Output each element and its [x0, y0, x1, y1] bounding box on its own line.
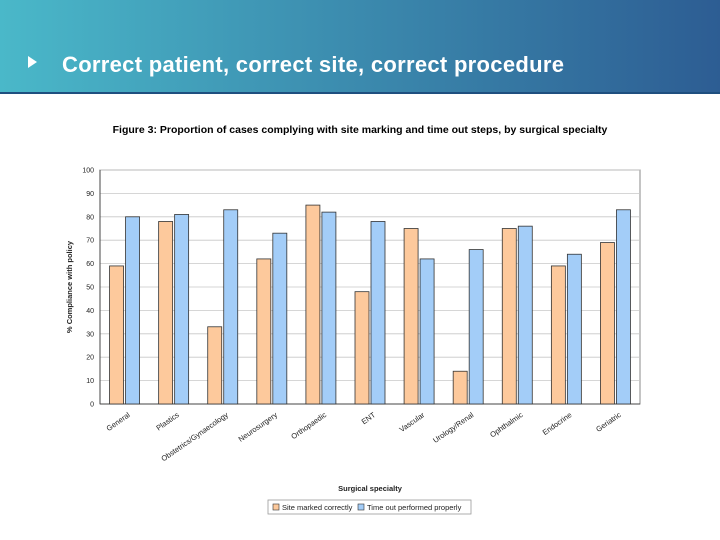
legend-box	[267, 499, 472, 515]
bar-site-marked-obstetrics-gynaecology	[207, 326, 223, 405]
legend-label: Site marked correctly	[282, 503, 353, 512]
y-tick-label: 80	[86, 214, 94, 221]
bar-time-out-plastics	[174, 214, 190, 405]
x-category-label: Plastics	[154, 410, 181, 432]
y-tick-label: 0	[90, 402, 94, 409]
y-tick-label: 90	[86, 191, 94, 198]
y-tick-label: 10	[86, 378, 94, 385]
y-tick-label: 70	[86, 238, 94, 245]
bar-site-marked-urology-renal	[452, 370, 468, 405]
x-category-label: Ophthalmic	[488, 410, 524, 439]
y-tick-label: 20	[86, 355, 94, 362]
x-category-label: Geriatric	[594, 410, 623, 434]
bar-site-marked-orthopaedic	[305, 204, 321, 405]
legend: Site marked correctly Time out performed …	[267, 499, 472, 515]
x-category-label: Urology/Renal	[431, 410, 475, 445]
bar-time-out-vascular	[419, 258, 435, 405]
y-tick-label: 30	[86, 331, 94, 338]
slide-header: Correct patient, correct site, correct p…	[0, 0, 720, 94]
bar-site-marked-vascular	[403, 228, 419, 405]
y-axis-title: % Compliance with policy	[65, 240, 74, 333]
bar-site-marked-plastics	[158, 221, 174, 405]
figure-caption: Figure 3: Proportion of cases complying …	[112, 124, 608, 136]
bar-site-marked-endocrine	[550, 265, 566, 405]
y-tick-label: 40	[86, 308, 94, 315]
x-category-label: Orthopaedic	[289, 410, 328, 441]
x-category-label: Endocrine	[541, 410, 574, 437]
bar-time-out-orthopaedic	[321, 211, 337, 405]
x-category-label: ENT	[360, 410, 378, 426]
bar-time-out-ent	[370, 221, 386, 405]
slide-title: Correct patient, correct site, correct p…	[62, 52, 565, 77]
x-category-label: General	[105, 410, 132, 433]
legend-swatch	[357, 503, 365, 511]
x-axis-title: Surgical specialty	[338, 484, 403, 493]
legend-swatch	[272, 503, 280, 511]
bar-site-marked-ophthalmic	[501, 228, 517, 405]
bar-site-marked-geriatric	[600, 242, 615, 405]
x-category-label: Neurosurgery	[237, 410, 280, 444]
bar-time-out-ophthalmic	[517, 225, 533, 405]
triangle-bullet-icon	[28, 56, 37, 68]
y-tick-label: 60	[86, 261, 94, 268]
y-tick-label: 100	[82, 168, 94, 175]
bar-site-marked-general	[109, 265, 124, 405]
bar-time-out-neurosurgery	[272, 232, 288, 405]
bar-time-out-endocrine	[566, 253, 582, 405]
bar-site-marked-ent	[354, 291, 370, 405]
bar-site-marked-neurosurgery	[256, 258, 272, 405]
bar-time-out-general	[125, 216, 140, 405]
bar-time-out-obstetrics-gynaecology	[223, 209, 239, 405]
bar-time-out-urology-renal	[468, 249, 484, 405]
bar-time-out-geriatric	[616, 209, 631, 405]
legend-label: Time out performed properly	[367, 503, 462, 512]
x-category-label: Vascular	[398, 410, 427, 434]
y-tick-label: 50	[86, 285, 94, 292]
